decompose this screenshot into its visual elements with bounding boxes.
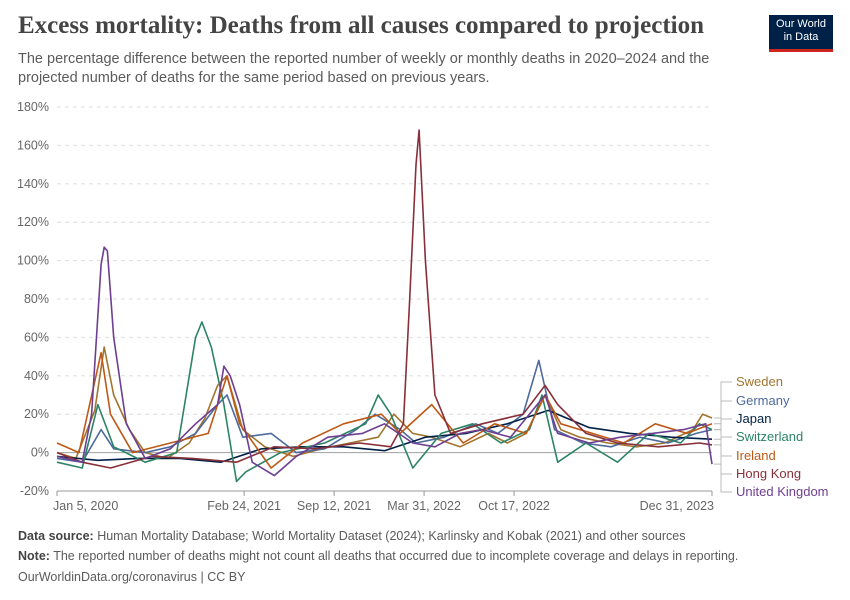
series-line-japan[interactable] bbox=[56, 409, 713, 464]
x-tick-label: Mar 31, 2022 bbox=[387, 499, 461, 513]
logo-line-2: in Data bbox=[783, 31, 819, 43]
y-tick-label: 60% bbox=[24, 330, 49, 344]
chart-subtitle: The percentage difference between the re… bbox=[18, 51, 710, 86]
footer-note: Note: The reported number of deaths migh… bbox=[18, 549, 738, 563]
legend-label-ireland[interactable]: Ireland bbox=[736, 448, 776, 463]
y-tick-label: 40% bbox=[24, 369, 49, 383]
legend-connector bbox=[714, 400, 732, 431]
series-line-switzerland[interactable] bbox=[56, 321, 713, 483]
legend-connector bbox=[714, 423, 732, 457]
y-tick-label: 180% bbox=[17, 100, 49, 114]
y-axis: -20% 0% 20% 40% 60% 80% 100% 120% 140% 160% 180% bbox=[17, 100, 49, 498]
legend-label-sweden[interactable]: Sweden bbox=[736, 374, 783, 389]
series-line-ireland[interactable] bbox=[56, 351, 713, 469]
y-tick-label: 160% bbox=[17, 138, 49, 152]
chart-title: Excess mortality: Deaths from all causes… bbox=[18, 12, 704, 39]
legend: Sweden Germany Japan Switzerland Ireland Hong… bbox=[714, 374, 829, 499]
legend-label-japan[interactable]: Japan bbox=[736, 411, 771, 426]
legend-connector bbox=[714, 381, 732, 419]
logo-line-1: Our World bbox=[776, 18, 826, 30]
y-tick-label: 140% bbox=[17, 177, 49, 191]
legend-label-hong-kong[interactable]: Hong Kong bbox=[736, 466, 801, 481]
x-axis: Jan 5, 2020 Feb 24, 2021 Sep 12, 2021 Mar 3… bbox=[53, 490, 714, 513]
source-text: Human Mortality Database; World Mortalit… bbox=[93, 529, 686, 543]
footer-source: Data source: Human Mortality Database; W… bbox=[18, 529, 685, 543]
series-line-united-kingdom[interactable] bbox=[56, 246, 713, 477]
series-lines bbox=[56, 129, 713, 483]
series-line-hong-kong[interactable] bbox=[56, 129, 713, 469]
x-tick-label: Sep 12, 2021 bbox=[297, 499, 371, 513]
x-tick-label: Dec 31, 2023 bbox=[640, 499, 714, 513]
y-tick-label: -20% bbox=[20, 484, 49, 498]
legend-connector bbox=[714, 444, 732, 475]
owid-logo[interactable]: Our World in Data bbox=[769, 15, 833, 52]
y-tick-label: 100% bbox=[17, 254, 49, 268]
x-tick-label: Jan 5, 2020 bbox=[53, 499, 118, 513]
legend-connector bbox=[714, 463, 732, 493]
gridlines bbox=[57, 106, 712, 492]
excess-mortality-line-chart: -20% 0% 20% 40% 60% 80% 100% 120% 140% 160% 180% J… bbox=[17, 100, 829, 513]
series-line-germany[interactable] bbox=[56, 359, 713, 464]
note-text: The reported number of deaths might not … bbox=[49, 549, 739, 563]
source-label: Data source: bbox=[18, 529, 94, 543]
x-tick-label: Feb 24, 2021 bbox=[207, 499, 281, 513]
legend-label-germany[interactable]: Germany bbox=[736, 393, 790, 408]
y-tick-label: 0% bbox=[31, 446, 49, 460]
footer-credit[interactable]: OurWorldinData.org/coronavirus | CC BY bbox=[18, 570, 246, 584]
legend-connector bbox=[714, 429, 732, 438]
legend-label-united-kingdom[interactable]: United Kingdom bbox=[736, 484, 829, 499]
y-tick-label: 80% bbox=[24, 292, 49, 306]
legend-label-switzerland[interactable]: Switzerland bbox=[736, 429, 803, 444]
series-line-sweden[interactable] bbox=[56, 346, 713, 460]
x-tick-label: Oct 17, 2022 bbox=[478, 499, 550, 513]
y-tick-label: 120% bbox=[17, 215, 49, 229]
y-tick-label: 20% bbox=[24, 407, 49, 421]
note-label: Note: bbox=[18, 549, 50, 563]
